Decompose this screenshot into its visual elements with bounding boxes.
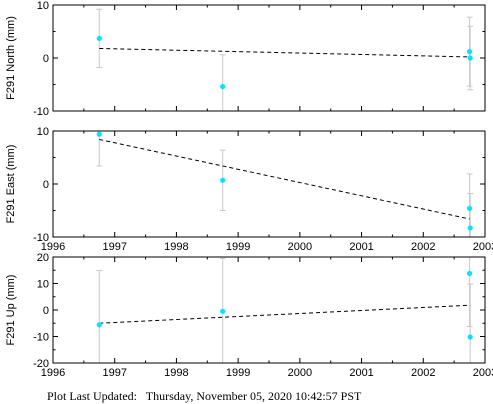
north-y-axis-label: F291 North (mm) <box>5 16 17 100</box>
east-y-tick-label-1: 0 <box>43 179 49 191</box>
north-y-tick-label-1: 0 <box>43 53 49 65</box>
east-x-tick-label-1996: 1996 <box>41 241 65 253</box>
up-y-tick-label-4: 20 <box>37 252 49 264</box>
north-plot-frame <box>52 4 486 112</box>
up-y-tick-label-3: 10 <box>37 279 49 291</box>
east-y-tick-label-0: -10 <box>33 232 49 244</box>
up-data-point-0 <box>96 322 102 328</box>
east-x-tick-label-2003: 2003 <box>473 241 493 253</box>
north-data-point-3 <box>467 55 473 61</box>
north-data-point-2 <box>466 49 473 55</box>
north-y-tick-label-2: 10 <box>37 0 49 12</box>
plot-last-updated: Plot Last Updated: Thursday, November 05… <box>47 389 361 404</box>
up-x-tick-label-1999: 1999 <box>226 367 250 379</box>
up-data-point-2 <box>466 270 473 277</box>
east-data-point-0 <box>96 131 102 137</box>
up-plot-frame <box>52 256 486 364</box>
east-x-tick-label-2000: 2000 <box>288 241 312 253</box>
up-x-tick-label-2002: 2002 <box>411 367 435 379</box>
east-y-tick-label-2: 10 <box>37 126 49 138</box>
north-data-point-1 <box>220 84 226 90</box>
up-trend-line <box>99 304 470 324</box>
east-y-axis-label: F291 East (mm) <box>5 145 17 224</box>
panel-north: -10 0 10 F291 North (mm) <box>5 0 486 118</box>
panel-east: 1996 1997 1998 1999 2000 2001 2002 2003 -10 0 10 F2… <box>5 126 493 253</box>
last-updated-timestamp: Thursday, November 05, 2020 10:42:57 PST <box>145 389 362 403</box>
up-x-tick-label-2000: 2000 <box>288 367 312 379</box>
east-x-tick-label-1999: 1999 <box>226 241 250 253</box>
east-x-tick-label-2002: 2002 <box>411 241 435 253</box>
north-y-tick-label-0: -10 <box>33 106 49 118</box>
up-x-tick-label-1997: 1997 <box>102 367 126 379</box>
up-data-point-3 <box>467 334 473 340</box>
north-data-point-0 <box>96 35 102 41</box>
up-y-tick-label-2: 0 <box>43 305 49 317</box>
up-x-tick-label-2001: 2001 <box>349 367 373 379</box>
up-x-tick-label-2003: 2003 <box>473 367 493 379</box>
east-x-tick-label-1998: 1998 <box>164 241 188 253</box>
east-trend-line <box>99 138 470 220</box>
last-updated-label: Plot Last Updated: <box>47 389 137 403</box>
east-data-point-2 <box>466 205 473 211</box>
panel-up: 1996 1997 1998 1999 2000 2001 2002 2003 -20 -10 0 1… <box>5 252 493 379</box>
east-x-tick-label-2001: 2001 <box>349 241 373 253</box>
east-data-point-1 <box>220 177 226 183</box>
up-y-tick-label-1: -10 <box>33 332 49 344</box>
east-x-tick-label-1997: 1997 <box>102 241 126 253</box>
up-y-axis-label: F291 Up (mm) <box>5 275 17 346</box>
up-x-tick-label-1996: 1996 <box>41 367 65 379</box>
up-x-tick-label-1998: 1998 <box>164 367 188 379</box>
up-y-tick-label-0: -20 <box>33 358 49 370</box>
east-data-point-3 <box>467 225 473 231</box>
north-trend-line <box>99 47 470 58</box>
up-data-point-1 <box>220 308 226 314</box>
east-plot-frame <box>52 130 486 238</box>
